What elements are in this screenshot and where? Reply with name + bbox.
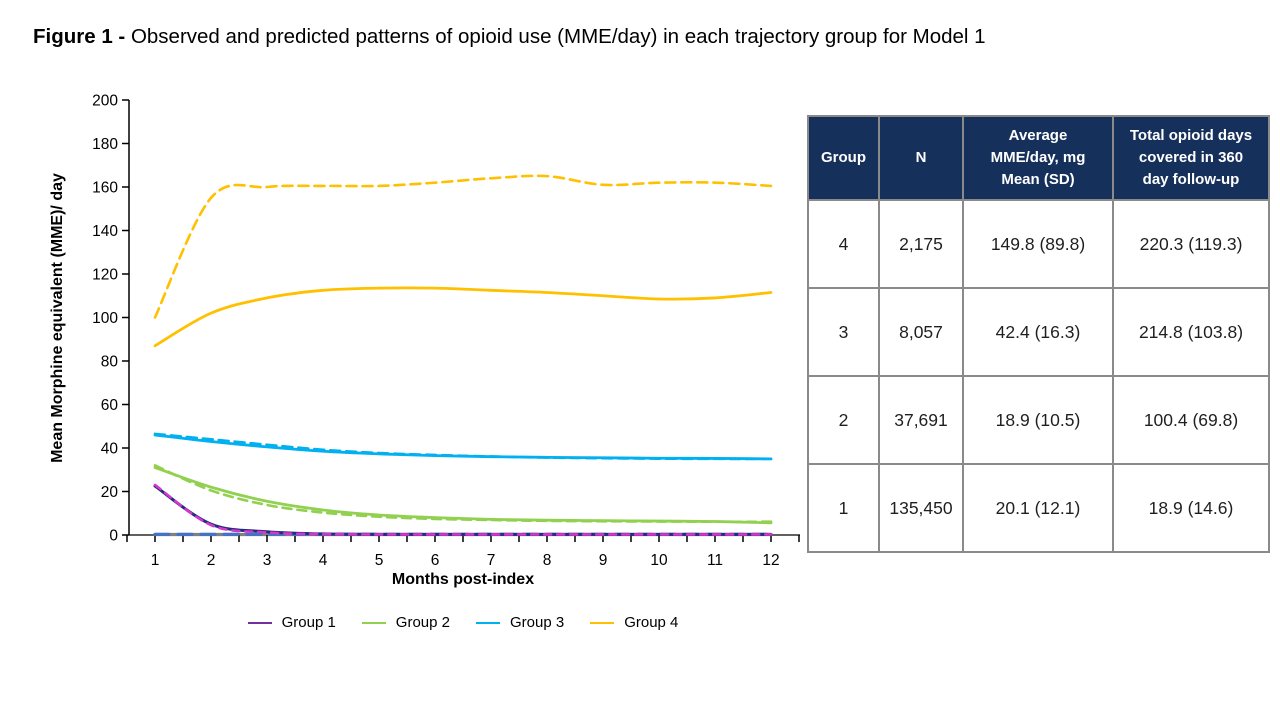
- table-row: 3 8,057 42.4 (16.3) 214.8 (103.8): [807, 287, 1270, 377]
- table-row: 2 37,691 18.9 (10.5) 100.4 (69.8): [807, 375, 1270, 465]
- table-cell: 214.8 (103.8): [1112, 287, 1270, 377]
- series-path-group-4-observed: [153, 286, 773, 348]
- x-tick-label: 12: [762, 552, 779, 569]
- table-row: 4 2,175 149.8 (89.8) 220.3 (119.3): [807, 199, 1270, 289]
- table-header-cell: Total opioid days covered in 360 day follo…: [1112, 115, 1270, 201]
- series-path-group-1-predicted: [153, 483, 773, 536]
- x-tick-label: 3: [263, 552, 272, 569]
- table-header-line: Group: [821, 149, 866, 167]
- x-axis-title: Months post-index: [391, 571, 535, 588]
- table-cell: 135,450: [878, 463, 964, 553]
- table-header-cell: N: [878, 115, 964, 201]
- legend-label: Group 3: [510, 614, 565, 631]
- series-path-group-1-observed: [153, 484, 773, 536]
- y-axis-title: Mean Morphine equivalent (MME)/ day: [49, 173, 66, 463]
- y-tick-label: 60: [101, 397, 119, 414]
- table-cell: 18.9 (14.6): [1112, 463, 1270, 553]
- legend-line-swatch: [476, 621, 500, 624]
- table-header-row: Group N Average MME/day, mg Mean (SD) Total o…: [807, 115, 1270, 201]
- table-header-line: MME/day, mg: [990, 149, 1086, 167]
- legend-item: Group 2: [361, 614, 450, 631]
- y-tick-label: 120: [92, 267, 118, 284]
- x-tick-label: 11: [707, 552, 723, 569]
- table-row: 1 135,450 20.1 (12.1) 18.9 (14.6): [807, 463, 1270, 553]
- legend-line-swatch: [361, 621, 386, 624]
- table-cell: 4: [807, 199, 880, 289]
- chart-axes: [122, 99, 800, 542]
- x-tick-label: 10: [650, 552, 668, 569]
- y-tick-label: 160: [92, 180, 118, 197]
- figure-title-label: Figure 1 -: [33, 25, 126, 48]
- table-cell: 2,175: [878, 199, 964, 289]
- chart-legend: Group 1 Group 2 Group 3 Group 4: [130, 614, 796, 631]
- x-tick-label: 1: [151, 552, 160, 569]
- legend-line-swatch: [590, 621, 615, 624]
- table-body: 4 2,175 149.8 (89.8) 220.3 (119.3) 3 8,057 42.…: [807, 199, 1270, 553]
- table-header-line: Mean (SD): [1001, 170, 1075, 188]
- y-tick-label: 100: [92, 310, 118, 327]
- legend-label: Group 1: [281, 614, 336, 631]
- y-tick-label: 140: [92, 223, 118, 240]
- legend-item: Group 1: [247, 614, 336, 631]
- table-cell: 100.4 (69.8): [1112, 375, 1270, 465]
- legend-item: Group 3: [476, 614, 564, 631]
- y-tick-label: 80: [101, 354, 119, 371]
- table-header-cell: Average MME/day, mg Mean (SD): [962, 115, 1114, 201]
- x-tick-label: 8: [543, 552, 552, 569]
- table-cell: 1: [807, 463, 880, 553]
- x-tick-label: 4: [319, 552, 328, 569]
- x-tick-label: 2: [207, 552, 216, 569]
- table-cell: 20.1 (12.1): [962, 463, 1114, 553]
- table-cell: 3: [807, 287, 880, 377]
- table-cell: 2: [807, 375, 880, 465]
- table-cell: 149.8 (89.8): [962, 199, 1114, 289]
- table-header-cell: Group: [807, 115, 880, 201]
- table-cell: 42.4 (16.3): [962, 287, 1114, 377]
- table-header-line: Average: [1008, 127, 1068, 145]
- y-tick-label: 0: [109, 528, 118, 545]
- figure-title: Figure 1 - Observed and predicted patter…: [33, 25, 986, 49]
- table-cell: 220.3 (119.3): [1112, 199, 1270, 289]
- table-header-line: day follow-up: [1142, 170, 1240, 188]
- x-tick-label: 6: [431, 552, 440, 569]
- y-tick-label: 180: [92, 136, 118, 153]
- chart-series: [153, 174, 773, 536]
- group-stats-table: Group N Average MME/day, mg Mean (SD) Total o…: [807, 115, 1270, 553]
- y-tick-label: 20: [101, 484, 119, 501]
- table-header-line: covered in 360: [1138, 149, 1244, 167]
- table-cell: 8,057: [878, 287, 964, 377]
- x-tick-label: 9: [599, 552, 608, 569]
- table-header-line: N: [915, 149, 927, 167]
- series-path-group-3-observed: [153, 433, 773, 461]
- legend-item: Group 4: [590, 614, 678, 631]
- table-header-line: Total opioid days: [1129, 127, 1253, 145]
- series-path-group-4-predicted: [153, 174, 773, 319]
- legend-label: Group 4: [624, 614, 679, 631]
- table-cell: 37,691: [878, 375, 964, 465]
- y-tick-label: 40: [101, 441, 119, 458]
- series-path-group-2-observed: [153, 466, 773, 525]
- x-tick-label: 7: [487, 552, 496, 569]
- y-tick-label: 200: [92, 93, 118, 110]
- x-tick-label: 5: [375, 552, 384, 569]
- series-path-group-2-predicted: [153, 464, 773, 524]
- figure-title-text: Observed and predicted patterns of opioi…: [125, 25, 986, 48]
- legend-label: Group 2: [395, 614, 450, 631]
- legend-line-swatch: [247, 621, 272, 624]
- table-cell: 18.9 (10.5): [962, 375, 1114, 465]
